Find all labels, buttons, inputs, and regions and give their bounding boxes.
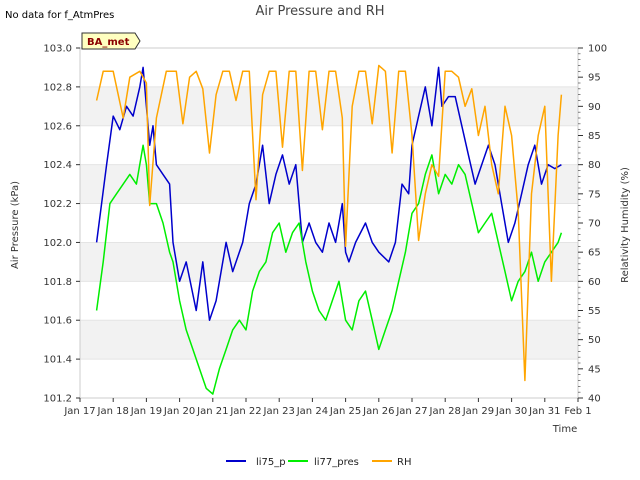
y-tick-label: 102.2 [43,199,72,210]
legend-label-li75: li75_p [256,457,286,468]
x-tick-label: Jan 21 [196,406,228,417]
y2-tick-label: 55 [588,306,601,317]
x-axis-title: Time [552,424,577,435]
y2-tick-label: 50 [588,335,601,346]
band [80,320,578,360]
y-axis-ticks: 101.2 101.4 101.6 101.8 102.0 102.2 102.4 102.6… [43,44,80,405]
y2-tick-label: 75 [588,189,601,200]
legend: li75_p li77_pres RH [226,457,411,468]
y-tick-label: 101.2 [43,394,72,405]
x-tick-label: Jan 30 [495,406,527,417]
y-tick-label: 102.4 [43,160,72,171]
y-axis-title: Air Pressure (kPa) [10,181,21,269]
y-tick-label: 101.6 [43,316,72,327]
series-line-li75-p [95,66,562,321]
band [80,164,578,204]
x-tick-label: Jan 17 [63,406,95,417]
x-tick-label: Jan 23 [263,406,295,417]
badge-label: BA_met [87,37,130,48]
y-tick-label: 103.0 [43,44,72,55]
y-tick-label: 102.0 [43,238,72,249]
x-tick-label: Jan 25 [329,406,361,417]
y2-tick-label: 60 [588,277,601,288]
badge-shape [81,32,141,50]
x-tick-label: Jan 22 [229,406,261,417]
x-tick-label: Jan 18 [97,406,129,417]
y-tick-label: 101.4 [43,355,72,366]
y2-tick-label: 70 [588,219,601,230]
y2-tick-label: 80 [588,160,601,171]
y2-tick-label: 100 [588,44,607,55]
station-badge: BA_met [81,32,141,50]
y-tick-label: 102.8 [43,82,72,93]
x-tick-label: Jan 29 [462,406,494,417]
x-tick-label: Jan 28 [429,406,461,417]
x-tick-label: Feb 1 [564,406,591,417]
y-tick-label: 102.6 [43,121,72,132]
y2-tick-label: 95 [588,73,601,84]
y2-tick-label: 65 [588,248,601,259]
band [80,242,578,282]
background-bands [80,86,578,360]
no-data-note: No data for f_AtmPres [5,10,114,21]
legend-label-li77: li77_pres [314,457,359,468]
x-tick-label: Jan 24 [296,406,328,417]
legend-label-rh: RH [397,457,411,468]
y2-tick-label: 85 [588,131,601,142]
x-tick-label: Jan 19 [130,406,162,417]
series-layer [95,64,563,395]
series-line-li77-pres [95,144,563,395]
chart-title: Air Pressure and RH [255,4,384,19]
x-tick-label: Jan 27 [395,406,427,417]
y2-tick-label: 45 [588,364,601,375]
y2-axis-ticks: 40 45 50 55 60 65 70 75 80 85 90 95 100 [578,44,607,405]
x-axis-ticks: Jan 17 Jan 18 Jan 19 Jan 20 Jan 21 Jan 22 Jan … [63,398,592,417]
y2-tick-label: 40 [588,394,601,405]
x-tick-label: Jan 31 [528,406,560,417]
y2-axis-title: Relativity Humidity (%) [620,167,631,283]
x-tick-label: Jan 26 [362,406,394,417]
y2-tick-label: 90 [588,102,601,113]
band [80,86,578,126]
x-tick-label: Jan 20 [163,406,195,417]
y-tick-label: 101.8 [43,277,72,288]
series-line-rh [95,64,563,382]
